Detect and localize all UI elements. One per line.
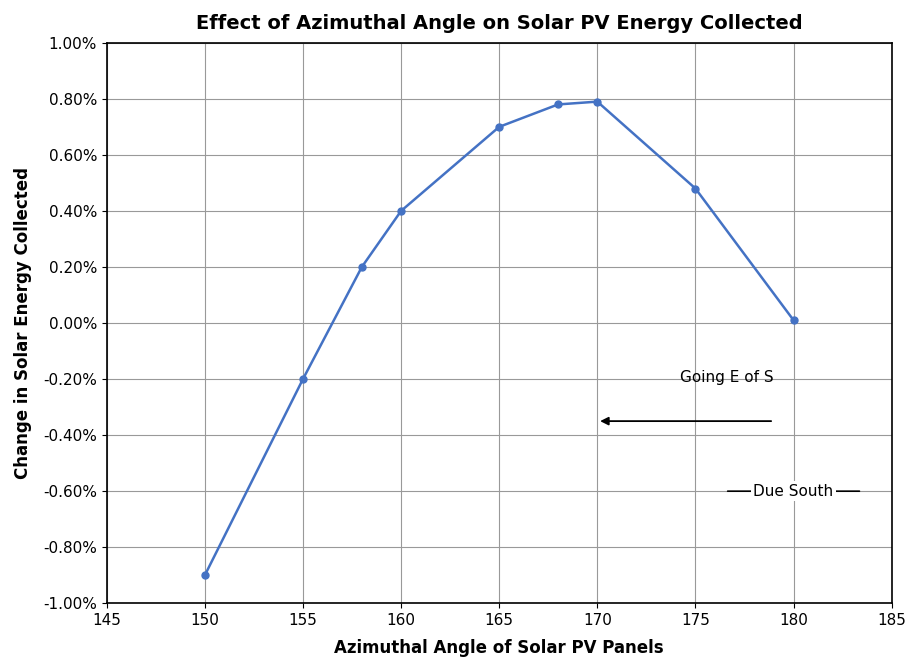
Title: Effect of Azimuthal Angle on Solar PV Energy Collected: Effect of Azimuthal Angle on Solar PV En…: [196, 14, 801, 33]
Text: Due South: Due South: [753, 484, 833, 499]
Text: Going E of S: Going E of S: [679, 370, 773, 384]
Y-axis label: Change in Solar Energy Collected: Change in Solar Energy Collected: [14, 167, 32, 479]
X-axis label: Azimuthal Angle of Solar PV Panels: Azimuthal Angle of Solar PV Panels: [334, 639, 664, 657]
